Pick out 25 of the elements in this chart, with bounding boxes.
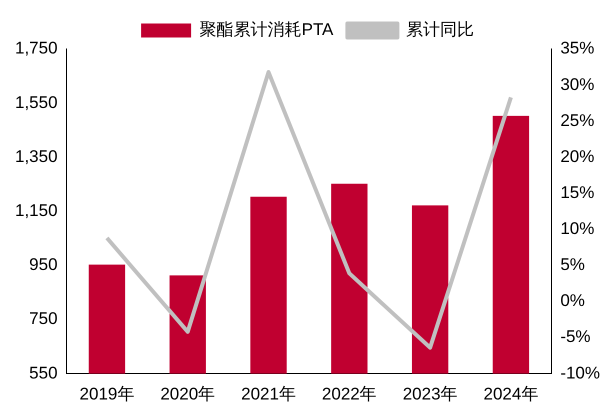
x-tick-label: 2023年: [402, 384, 458, 404]
x-tick-label: 2021年: [241, 384, 296, 404]
y2-tick-label: 30%: [560, 74, 594, 94]
y-tick-label: 1,350: [14, 146, 58, 166]
y2-tick-label: 15%: [560, 182, 594, 202]
y2-tick-label: 0%: [560, 291, 585, 310]
y2-tick-label: 25%: [560, 110, 594, 130]
x-tick-label: 2024年: [484, 384, 538, 404]
x-tick-label: 2022年: [322, 384, 377, 404]
y-tick-label: 1,550: [14, 92, 58, 112]
y2-tick-label: 10%: [560, 219, 594, 238]
x-tick-label: 2019年: [80, 384, 134, 404]
y2-tick-label: 5%: [560, 255, 585, 274]
y2-tick-label: 20%: [560, 146, 594, 166]
y-tick-label: 950: [29, 255, 58, 274]
y-tick-label: 1,150: [14, 200, 58, 220]
y-tick-label: 1,750: [14, 38, 58, 58]
legend-label: 聚酯累计消耗PTA: [200, 20, 334, 40]
y-tick-label: 750: [29, 309, 58, 328]
legend-label: 累计同比: [406, 20, 474, 40]
y2-tick-label: -10%: [560, 363, 600, 382]
x-tick-label: 2020年: [160, 384, 216, 404]
y2-tick-label: -5%: [560, 327, 591, 346]
y-tick-label: 550: [29, 363, 58, 382]
y2-tick-label: 35%: [560, 38, 594, 58]
